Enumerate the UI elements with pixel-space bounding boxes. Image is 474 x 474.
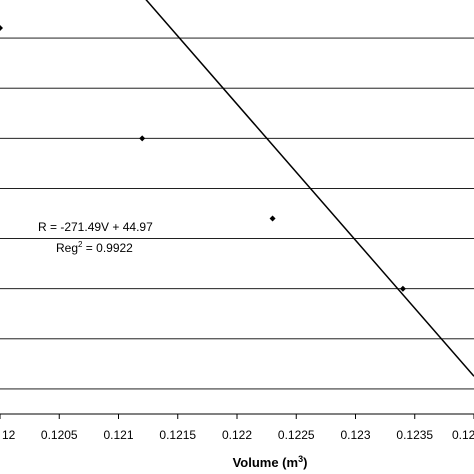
x-tick-label-1: 0.1205 xyxy=(41,428,78,442)
gridlines xyxy=(0,37,474,390)
data-point-3 xyxy=(399,285,406,292)
regression-label: Reg2 = 0.9922 xyxy=(56,240,133,255)
x-tick-label-2: 0.121 xyxy=(103,428,133,442)
x-tick-label-3: 0.1215 xyxy=(159,428,196,442)
x-tick-label-5: 0.1225 xyxy=(278,428,315,442)
trendline xyxy=(145,0,474,377)
x-tick-label-6: 0.123 xyxy=(340,428,370,442)
equation-label: R = -271.49V + 44.97 xyxy=(38,220,153,234)
x-axis-ticks xyxy=(0,414,474,419)
data-points xyxy=(0,25,406,292)
data-point-2 xyxy=(269,215,276,222)
x-tick-label-7: 0.1235 xyxy=(396,428,433,442)
x-tick-label-4: 0.122 xyxy=(222,428,252,442)
x-axis-title: Volume (m3) xyxy=(233,454,308,470)
data-point-1 xyxy=(139,135,146,142)
x-tick-label-8: 0.124 xyxy=(452,428,474,442)
data-point-0 xyxy=(0,25,3,32)
x-tick-label-0: 12 xyxy=(2,428,16,442)
x-axis-tick-labels: 12 0.1205 0.121 0.1215 0.122 0.1225 0.123 0.123… xyxy=(2,428,474,442)
